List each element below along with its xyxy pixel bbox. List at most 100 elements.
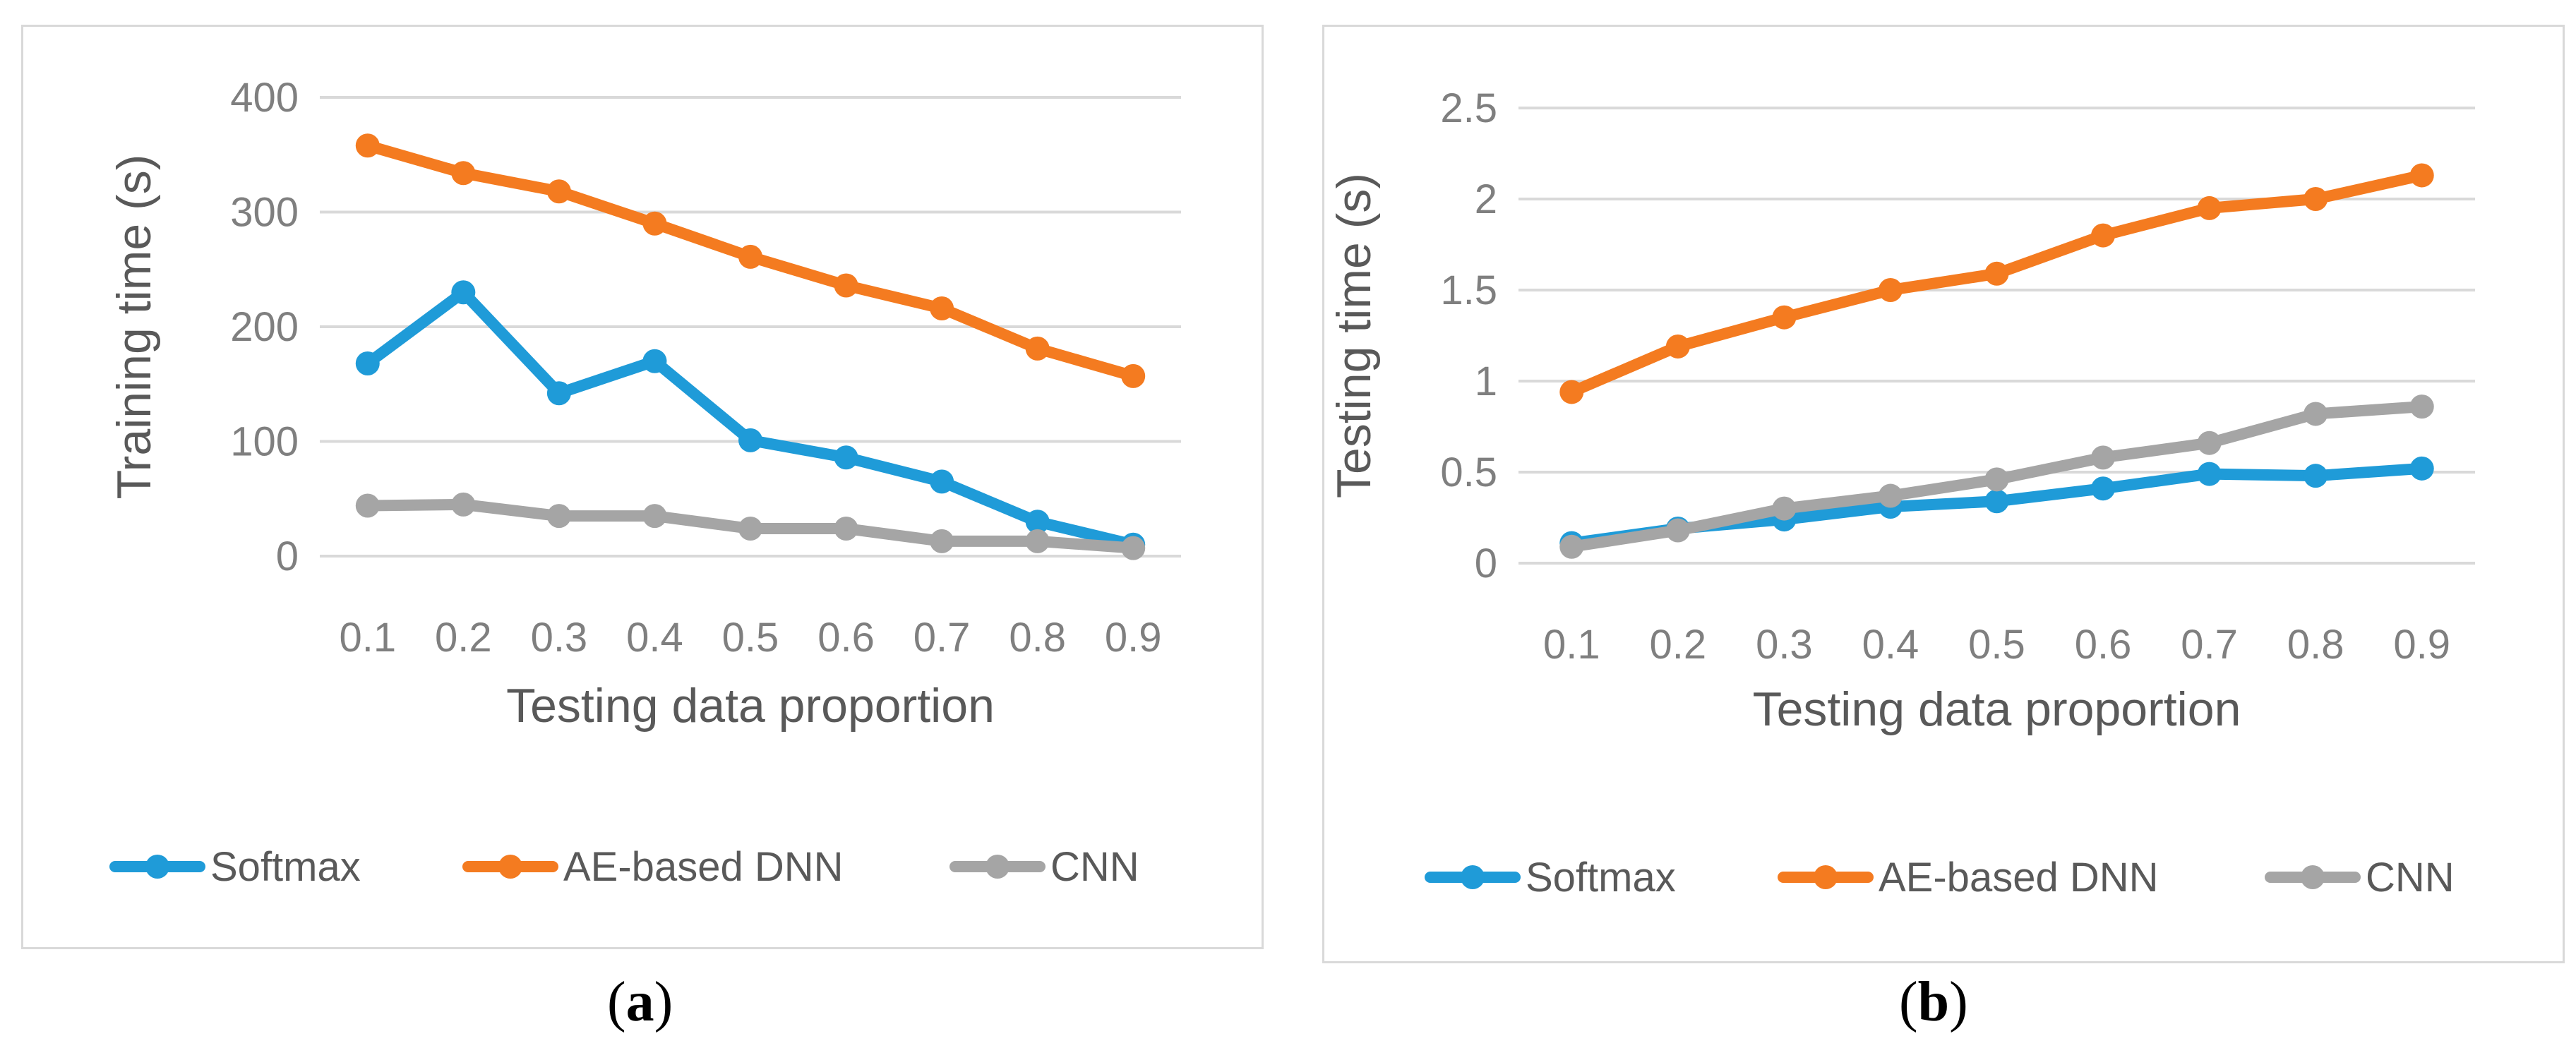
chart-b-legend-label-2: CNN [2366, 855, 2455, 901]
caption-b: (b) [1899, 970, 1968, 1035]
chart-b-xtick-label: 0.9 [2393, 622, 2450, 668]
chart-a-ytick-label: 0 [276, 534, 299, 579]
chart-panel-a: 0 100 200 300 400 0.1 0.2 0.3 0.4 0.5 0.6 0.7 0.8 0.9… [21, 25, 1264, 949]
chart-a-data-point [546, 179, 571, 204]
chart-a-yaxis-title: Training time (s) [107, 155, 161, 500]
chart-a-data-point [834, 273, 858, 298]
chart-a-ytick-label: 400 [230, 75, 299, 121]
caption-a-open: ( [607, 971, 626, 1033]
chart-a-data-point [1025, 336, 1050, 361]
chart-b-data-point [2304, 464, 2328, 488]
chart-b-data-point [2091, 445, 2116, 470]
chart-b-data-point [1984, 467, 2009, 492]
chart-b-ytick-label: 1 [1475, 359, 1497, 404]
chart-a-data-point [738, 428, 762, 452]
chart-b-legend-label-0: Softmax [1526, 855, 1676, 901]
caption-a-label: a [625, 971, 654, 1033]
chart-a-data-point [738, 244, 762, 269]
chart-b-data-point [1559, 380, 1584, 404]
chart-b-xtick-label: 0.2 [1650, 622, 1707, 668]
caption-b-label: b [1917, 971, 1950, 1033]
chart-b-data-point [1559, 534, 1584, 559]
chart-b-data-point [1665, 518, 1690, 543]
chart-b-data-point [1984, 489, 2009, 514]
chart-a-data-point [930, 469, 954, 494]
chart-a-data-point [451, 492, 476, 517]
chart-b-data-point [1878, 278, 1903, 302]
chart-a-data-point [355, 351, 380, 375]
chart-b-legend-marker-2 [2301, 865, 2325, 889]
chart-a-xtick-label: 0.6 [817, 615, 875, 661]
chart-a-data-point [355, 133, 380, 158]
chart-panel-b: 0 0.5 1 1.5 2 2.5 0.1 0.2 0.3 0.4 0.5 0.6 0.7 0.8 0.9 T… [1322, 25, 2565, 963]
chart-b-data-point [1772, 305, 1797, 330]
chart-a-data-point [451, 280, 476, 305]
chart-b-xtick-label: 0.3 [1756, 622, 1813, 668]
chart-b-xtick-label: 0.4 [1862, 622, 1919, 668]
caption-b-close: ) [1949, 971, 1968, 1033]
chart-a-data-point [1025, 529, 1050, 553]
chart-b-ytick-label: 0 [1475, 541, 1497, 586]
chart-a-legend-marker-1 [498, 855, 522, 879]
chart-b-svg: 0 0.5 1 1.5 2 2.5 0.1 0.2 0.3 0.4 0.5 0.6 0.7 0.8 0.9 T… [1327, 85, 2475, 901]
chart-a-data-point [451, 161, 476, 186]
chart-a-xtick-label: 0.4 [626, 615, 683, 661]
chart-a-xtick-label: 0.9 [1105, 615, 1162, 661]
chart-a-data-point [834, 517, 858, 541]
chart-b-legend-label-1: AE-based DNN [1879, 855, 2158, 901]
chart-b-data-point [2091, 476, 2116, 501]
chart-a-svg: 0 100 200 300 400 0.1 0.2 0.3 0.4 0.5 0.6 0.7 0.8 0.9… [107, 75, 1181, 890]
chart-a-ytick-label: 100 [230, 419, 299, 465]
caption-a: (a) [607, 970, 673, 1035]
chart-b-yaxis-title: Testing time (s) [1327, 173, 1381, 498]
chart-b-data-point [2304, 402, 2328, 426]
chart-b-data-point [1984, 261, 2009, 286]
chart-a-ytick-label: 300 [230, 190, 299, 236]
chart-b-data-point [1878, 483, 1903, 508]
chart-b-data-point [2409, 163, 2434, 188]
chart-b-xtick-label: 0.8 [2287, 622, 2344, 668]
chart-a-data-point [546, 381, 571, 406]
chart-a-legend-label-0: Softmax [210, 844, 361, 890]
chart-b-xtick-label: 0.6 [2075, 622, 2132, 668]
chart-a-data-point [930, 296, 954, 320]
chart-b-xtick-label: 0.1 [1543, 622, 1600, 668]
chart-b-ytick-label: 1.5 [1440, 267, 1497, 313]
chart-b-xtick-label: 0.7 [2181, 622, 2238, 668]
chart-a-data-point [355, 493, 380, 518]
chart-a-data-point [1121, 536, 1146, 560]
chart-b-xaxis-title: Testing data proportion [1753, 682, 2241, 736]
chart-a-xtick-label: 0.8 [1009, 615, 1066, 661]
chart-b-xtick-label: 0.5 [1968, 622, 2025, 668]
chart-a-xtick-label: 0.2 [435, 615, 492, 661]
chart-b-ytick-label: 2.5 [1440, 85, 1497, 131]
chart-b-data-point [1772, 496, 1797, 521]
chart-a-legend-label-1: AE-based DNN [563, 844, 843, 890]
chart-a-legend-label-2: CNN [1050, 844, 1139, 890]
chart-b-data-point [2409, 456, 2434, 481]
chart-a-xtick-label: 0.5 [722, 615, 779, 661]
chart-a-data-point [642, 504, 667, 529]
chart-b-data-point [1665, 334, 1690, 359]
chart-b-data-point [2091, 223, 2116, 248]
chart-b-data-point [2197, 195, 2222, 220]
caption-a-close: ) [654, 971, 673, 1033]
chart-b-ytick-label: 2 [1475, 176, 1497, 222]
chart-a-legend-marker-0 [145, 855, 169, 879]
chart-b-data-point [2304, 187, 2328, 211]
caption-b-open: ( [1899, 971, 1918, 1033]
chart-a-data-point [546, 504, 571, 529]
chart-b-legend-marker-0 [1461, 865, 1485, 889]
chart-a-data-point [834, 445, 858, 470]
chart-a-xaxis-title: Testing data proportion [506, 679, 995, 733]
chart-b-data-point [2197, 462, 2222, 486]
chart-a-legend-marker-2 [986, 855, 1010, 879]
chart-a-data-point [642, 349, 667, 373]
chart-a-xtick-label: 0.1 [339, 615, 396, 661]
chart-a-data-point [1121, 363, 1146, 388]
chart-b-data-point [2197, 430, 2222, 455]
chart-b-data-point [2409, 394, 2434, 419]
chart-a-data-point [642, 211, 667, 236]
chart-a-data-point [930, 529, 954, 553]
chart-a-xtick-label: 0.3 [531, 615, 588, 661]
